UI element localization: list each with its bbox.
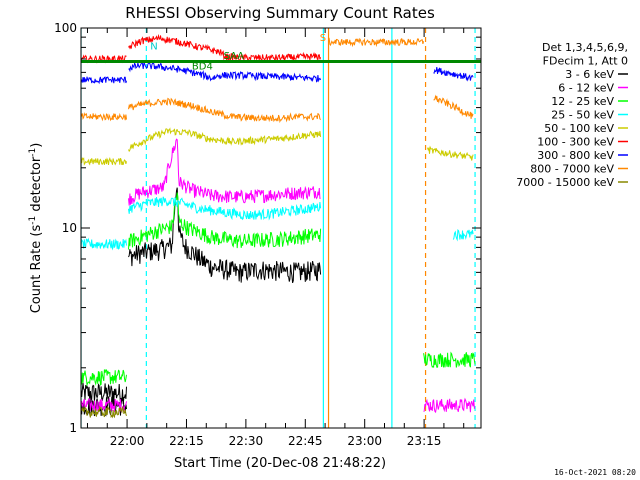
series-25-50-kev — [81, 196, 474, 251]
x-tick-label: 23:00 — [347, 434, 382, 448]
legend-entry-label: 50 - 100 keV — [544, 122, 614, 135]
plot-content: N S SAA BD4 — [81, 28, 481, 428]
series-trace — [128, 33, 322, 62]
legend-entry-label: 800 - 7000 keV — [530, 163, 614, 176]
y-axis-label-close: ) — [29, 143, 44, 148]
series-6-12-kev — [81, 138, 476, 414]
y-tick-label: 10 — [62, 221, 77, 235]
y-tick-label: 100 — [54, 21, 77, 35]
series-trace — [452, 228, 474, 242]
series-trace — [128, 196, 322, 221]
series-50-100-kev — [81, 127, 474, 166]
series-7000-15000-kev — [81, 405, 127, 419]
series-300-800-kev — [81, 61, 474, 85]
footer-timestamp: 16-Oct-2021 08:20 — [554, 468, 636, 477]
series-trace — [128, 187, 322, 284]
series-trace — [128, 138, 321, 206]
series-trace — [81, 112, 127, 122]
series-trace — [81, 405, 127, 419]
series-trace — [81, 369, 127, 387]
legend-entry-label: 300 - 800 keV — [537, 149, 614, 162]
series-trace — [433, 94, 474, 119]
annotation-label: BD4 — [192, 62, 213, 73]
legend: Det 1,3,4,5,6,9,FDecim 1, Att 03 - 6 keV… — [516, 41, 628, 189]
series-trace — [81, 237, 127, 251]
series-3-6-kev — [81, 187, 322, 417]
y-axis-label-main: Count Rate (s — [29, 225, 44, 314]
annotation-label: SAA — [224, 51, 245, 62]
series-trace — [81, 76, 127, 85]
series-trace — [423, 351, 476, 368]
x-tick-label: 22:30 — [229, 434, 264, 448]
series-trace — [81, 157, 127, 166]
series-trace — [423, 397, 476, 414]
x-tick-label: 23:15 — [407, 434, 442, 448]
series-trace — [81, 397, 127, 413]
legend-entry-label: 25 - 50 keV — [551, 109, 614, 122]
x-tick-label: 22:15 — [169, 434, 204, 448]
series-trace — [81, 382, 127, 404]
y-axis-label-exponent: -1 — [28, 216, 38, 225]
legend-entry-label: 6 - 12 keV — [558, 82, 614, 95]
annotation-label: N — [150, 42, 157, 53]
legend-header: FDecim 1, Att 0 — [543, 55, 628, 68]
y-axis-label-tail-exponent: -1 — [28, 148, 38, 157]
series-trace — [433, 67, 474, 82]
legend-entry-label: 12 - 25 keV — [551, 95, 614, 108]
annotation-label: S — [320, 33, 326, 44]
legend-entry-label: 100 - 300 keV — [537, 136, 614, 149]
legend-entry-label: 3 - 6 keV — [565, 68, 614, 81]
series-trace — [328, 37, 425, 48]
x-tick-label: 22:45 — [288, 434, 323, 448]
series-trace — [427, 145, 474, 161]
y-tick-label: 1 — [69, 421, 77, 435]
axes: 1 10 100 22:00 22:15 22:30 22:45 23:00 23:15 — [54, 21, 482, 448]
y-axis-label: Count Rate (s-1 detector-1) — [28, 143, 44, 314]
series-800-7000-kev — [81, 37, 474, 124]
y-axis-label-tail: detector — [29, 156, 44, 216]
series-100-300-kev — [81, 33, 322, 64]
series-trace — [128, 192, 322, 250]
plot-frame — [80, 27, 482, 429]
x-tick-label: 22:00 — [110, 434, 145, 448]
chart-title: RHESSI Observing Summary Count Rates — [125, 4, 435, 22]
legend-entry-label: 7000 - 15000 keV — [516, 176, 614, 189]
series-12-25-kev — [81, 192, 476, 387]
plot-area: N S SAA BD4 — [81, 28, 481, 428]
series-trace — [128, 61, 322, 83]
legend-header: Det 1,3,4,5,6,9, — [542, 41, 628, 54]
series-trace — [128, 97, 321, 124]
x-axis-label: Start Time (20-Dec-08 21:48:22) — [174, 456, 386, 471]
series-trace — [128, 127, 322, 153]
